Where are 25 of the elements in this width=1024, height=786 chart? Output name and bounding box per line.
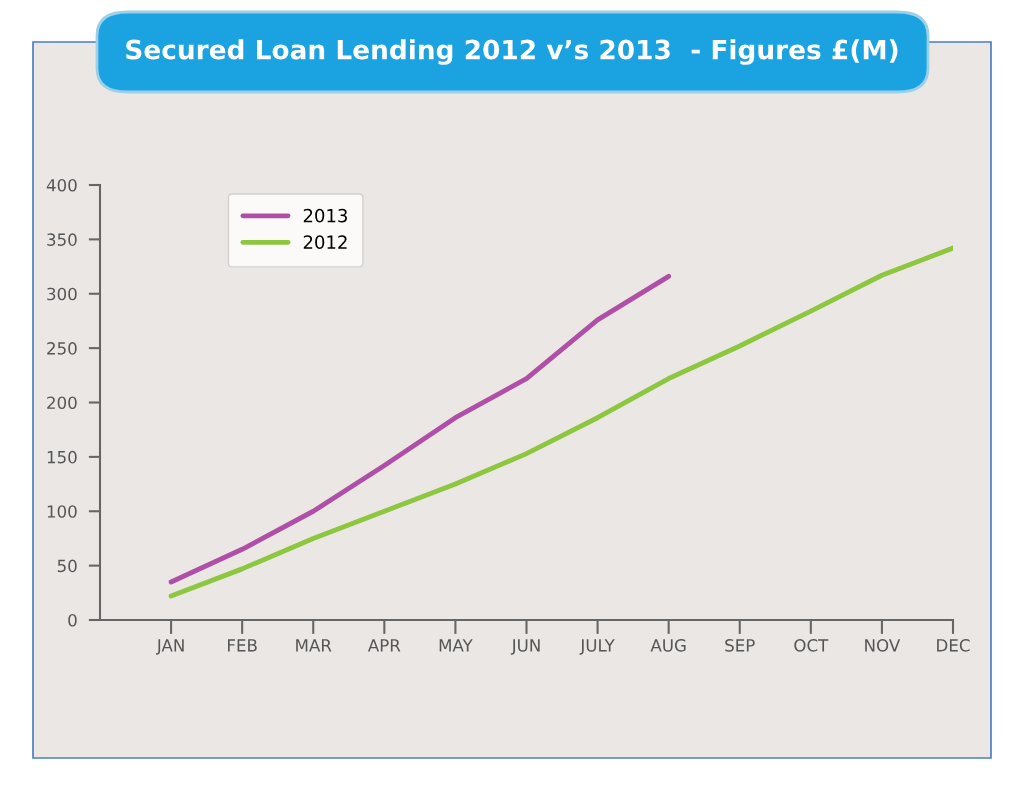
x-tick-label: MAR — [296, 639, 332, 652]
y-tick-label: 0 — [68, 613, 77, 627]
x-tick-label: OCT — [794, 639, 829, 652]
x-tick-label: JULY — [579, 639, 615, 655]
y-tick-label: 400 — [46, 178, 77, 192]
legend-label: 2012 — [303, 235, 347, 249]
x-tick-label: JAN — [155, 639, 184, 655]
x-tick-label: FEB — [228, 639, 257, 652]
y-tick-label: 100 — [47, 505, 77, 518]
line-series — [168, 273, 672, 585]
y-tick-label: 300 — [47, 287, 77, 301]
y-tick-label: 200 — [47, 396, 77, 410]
y-tick-label: 50 — [57, 559, 77, 573]
legend-label: 2013 — [303, 208, 347, 223]
x-tick-label: MAY — [439, 639, 473, 652]
y-tick-label: 150 — [47, 450, 77, 464]
x-tick-label: JUN — [510, 639, 540, 655]
y-tick-label: 250 — [47, 342, 77, 355]
chart-title: Secured Loan Lending 2012 v’s 2013 - Figures £(M) — [126, 39, 898, 65]
x-tick-label: AUG — [650, 639, 686, 652]
x-tick-label: NOV — [865, 639, 901, 652]
y-tick-label: 350 — [47, 233, 77, 246]
x-tick-label: APR — [367, 639, 401, 652]
x-tick-label: SEP — [725, 639, 755, 652]
x-tick-label: DEC — [937, 639, 970, 652]
